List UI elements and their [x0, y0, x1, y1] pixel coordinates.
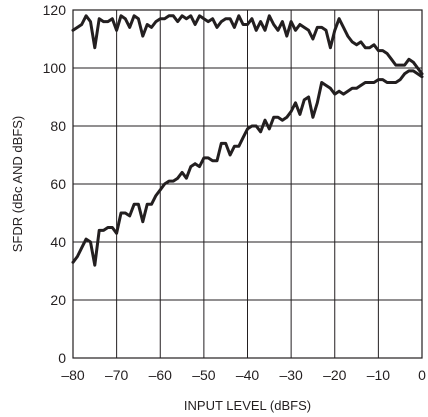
series-layer [71, 14, 424, 267]
x-tick-label: 0 [418, 367, 426, 383]
y-tick-label: 0 [58, 350, 66, 366]
y-axis-label: SFDR (dBc AND dBFS) [10, 116, 25, 253]
x-tick-label: –20 [323, 367, 347, 383]
y-tick-label: 100 [43, 60, 67, 76]
x-axis-label: INPUT LEVEL (dBFS) [184, 398, 311, 413]
y-tick-labels: 0 20 40 60 80 100 120 [43, 2, 67, 366]
x-tick-label: –40 [236, 367, 260, 383]
x-tick-labels: –80 –70 –60 –50 –40 –30 –20 –10 0 [61, 367, 426, 383]
x-tick-label: –70 [105, 367, 129, 383]
y-tick-label: 80 [50, 118, 66, 134]
series-line-2 [71, 69, 424, 267]
series-line-1 [71, 14, 424, 76]
x-tick-label: –80 [61, 367, 85, 383]
x-tick-label: –30 [279, 367, 303, 383]
x-tick-label: –10 [367, 367, 391, 383]
y-tick-label: 60 [50, 176, 66, 192]
x-tick-label: –60 [149, 367, 173, 383]
grid [73, 10, 422, 358]
x-tick-label: –50 [192, 367, 216, 383]
y-tick-label: 40 [50, 234, 66, 250]
y-tick-label: 120 [43, 2, 67, 18]
plot-frame [72, 9, 423, 359]
y-tick-label: 20 [50, 292, 66, 308]
